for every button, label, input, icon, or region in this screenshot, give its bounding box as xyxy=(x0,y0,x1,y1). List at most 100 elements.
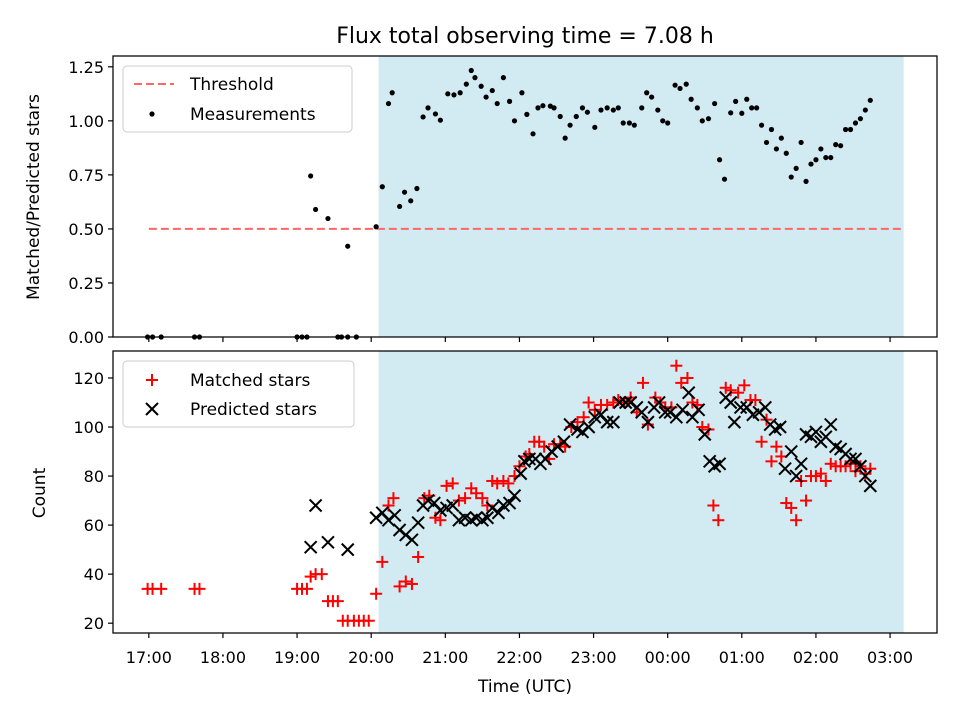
predicted-star-point xyxy=(600,415,614,429)
matched-star-point xyxy=(459,492,472,505)
matched-star-point xyxy=(476,492,489,505)
x-tick-label: 22:00 xyxy=(496,648,542,667)
measurement-point xyxy=(620,120,626,126)
matched-star-point xyxy=(707,499,720,512)
measurement-point xyxy=(783,150,789,156)
predicted-star-point xyxy=(321,535,335,549)
chart-title: Flux total observing time = 7.08 h xyxy=(336,24,714,49)
matched-star-point xyxy=(315,568,328,581)
predicted-star-point xyxy=(824,417,838,432)
measurement-point xyxy=(818,146,824,152)
matched-star-point xyxy=(770,440,783,453)
measurement-point xyxy=(437,117,443,123)
x-tick-label: 18:00 xyxy=(200,648,246,667)
measurement-point xyxy=(494,100,500,107)
measurement-point xyxy=(852,120,859,126)
measurement-point xyxy=(793,165,799,171)
measurement-point xyxy=(414,185,420,192)
bottom-y-tick-label: 20 xyxy=(84,614,104,633)
matched-star-point xyxy=(864,462,877,475)
measurement-point xyxy=(626,120,632,126)
legend-threshold-label: Threshold xyxy=(189,75,274,95)
bottom-y-tick-label: 120 xyxy=(73,369,104,388)
measurement-point xyxy=(562,135,568,141)
measurement-point xyxy=(313,206,319,213)
x-tick-label: 02:00 xyxy=(793,648,839,667)
predicted-star-point xyxy=(794,457,808,471)
x-tick-label: 03:00 xyxy=(867,648,913,667)
predicted-star-point xyxy=(675,403,690,417)
bottom-panel: 17:00 18:00 19:00 20:00 21:00 22:00 23:00 00:00… xyxy=(30,350,938,697)
top-axes-frame xyxy=(112,55,938,338)
predicted-star-point xyxy=(698,427,712,442)
predicted-star-point xyxy=(522,452,537,466)
bottom-legend: Matched stars Predicted stars xyxy=(122,360,355,428)
predicted-star-point xyxy=(658,405,672,420)
measurement-point xyxy=(615,105,621,111)
predicted-star-point xyxy=(635,405,649,420)
measurement-point xyxy=(788,174,794,180)
matched-star-point xyxy=(387,492,400,505)
measurement-point xyxy=(592,124,598,130)
legend-matched-label: Matched stars xyxy=(190,371,310,391)
measurement-point xyxy=(573,113,579,120)
measurement-point xyxy=(773,146,780,152)
measurement-point xyxy=(519,90,525,96)
predicted-star-point xyxy=(513,466,528,481)
matched-star-point xyxy=(641,418,654,431)
predicted-star-point xyxy=(411,515,425,530)
measurement-point xyxy=(379,184,385,190)
top-y-axis-label: Matched/Predicted stars xyxy=(24,94,44,300)
measurement-point xyxy=(308,173,314,179)
top-y-tick-label: 0.00 xyxy=(68,328,104,347)
matched-star-point xyxy=(814,467,827,480)
measurement-point xyxy=(385,100,392,107)
measurement-point xyxy=(463,81,469,87)
matched-star-point xyxy=(712,514,725,527)
matched-star-point xyxy=(440,479,453,492)
measurement-point xyxy=(655,107,661,113)
matched-star-point xyxy=(681,371,694,384)
predicted-star-point xyxy=(491,506,506,520)
measurement-point xyxy=(432,111,439,117)
predicted-star-point xyxy=(581,420,596,434)
matched-star-point xyxy=(481,499,494,512)
matched-star-point xyxy=(376,555,389,568)
top-legend-box xyxy=(122,65,353,133)
measurement-point xyxy=(763,139,770,146)
x-axis-label: Time (UTC) xyxy=(477,677,572,697)
top-y-tick-label: 0.50 xyxy=(68,220,104,239)
predicted-star-point xyxy=(557,435,571,449)
measurement-point xyxy=(425,105,431,111)
x-tick-label: 01:00 xyxy=(719,648,765,667)
matched-star-point xyxy=(670,359,683,372)
predicted-star-point xyxy=(563,417,577,432)
measurement-point xyxy=(749,105,755,111)
x-tick-label: 17:00 xyxy=(126,648,172,667)
matched-star-point xyxy=(785,501,798,514)
predicted-star-point xyxy=(853,459,868,473)
predicted-star-point xyxy=(387,508,402,523)
predicted-star-point xyxy=(809,425,823,439)
predicted-star-point xyxy=(758,400,772,415)
matched-star-point xyxy=(300,582,313,595)
predicted-star-point xyxy=(778,461,792,476)
measurement-point xyxy=(408,198,414,204)
measurement-point xyxy=(557,113,563,120)
matched-star-point xyxy=(405,577,418,590)
predicted-star-point xyxy=(843,452,858,466)
legend-predicted-label: Predicted stars xyxy=(190,400,317,420)
measurement-point xyxy=(584,109,590,115)
top-y-axis-ticks: 0.00 0.25 0.50 0.75 1.00 1.25 xyxy=(68,58,113,347)
top-y-tick-label: 0.25 xyxy=(68,274,104,293)
measurement-point xyxy=(803,178,809,184)
predicted-star-point xyxy=(681,385,696,400)
top-legend: Threshold Measurements xyxy=(122,65,353,133)
measurement-point xyxy=(828,154,834,161)
matched-star-point xyxy=(393,580,406,593)
x-tick-label: 23:00 xyxy=(571,648,617,667)
matched-star-point xyxy=(155,582,168,595)
predicted-star-point xyxy=(405,533,419,547)
matched-star-point xyxy=(675,376,688,389)
measurement-point xyxy=(867,97,873,103)
